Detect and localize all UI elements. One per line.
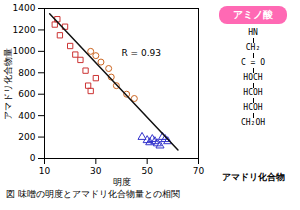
html-text:図 味噌の明度とアマドリ化合物量との相関: 図 味噌の明度とアマドリ化合物量との相関 (6, 189, 180, 199)
svg-text:アマドリ化合物量: アマドリ化合物量 (3, 48, 13, 120)
html-text:アミノ酸: アミノ酸 (233, 9, 273, 20)
svg-text:400: 400 (18, 111, 35, 121)
html-text:HCOH: HCOH (243, 88, 263, 97)
svg-text:200: 200 (18, 132, 35, 142)
svg-text:1000: 1000 (13, 46, 36, 56)
svg-text:70: 70 (193, 166, 205, 176)
html-text:HN: HN (248, 28, 258, 37)
svg-text:50: 50 (141, 166, 153, 176)
html-text:HOCH: HOCH (243, 73, 263, 82)
html-text:CH₂OH: CH₂OH (241, 118, 265, 127)
html-text:HCOH: HCOH (243, 103, 263, 112)
html-text:アマドリ化合物: アマドリ化合物 (221, 172, 285, 182)
html-text:CH₂: CH₂ (245, 43, 261, 52)
svg-text:1200: 1200 (13, 25, 36, 35)
svg-text:0: 0 (30, 153, 36, 163)
svg-text:R = 0.93: R = 0.93 (122, 48, 162, 58)
html-text:C = O: C = O (241, 58, 265, 67)
svg-text:明度: 明度 (113, 177, 131, 187)
svg-text:30: 30 (90, 166, 102, 176)
svg-text:600: 600 (18, 89, 35, 99)
svg-text:800: 800 (18, 68, 35, 78)
svg-text:1400: 1400 (13, 3, 36, 13)
svg-text:10: 10 (39, 166, 51, 176)
